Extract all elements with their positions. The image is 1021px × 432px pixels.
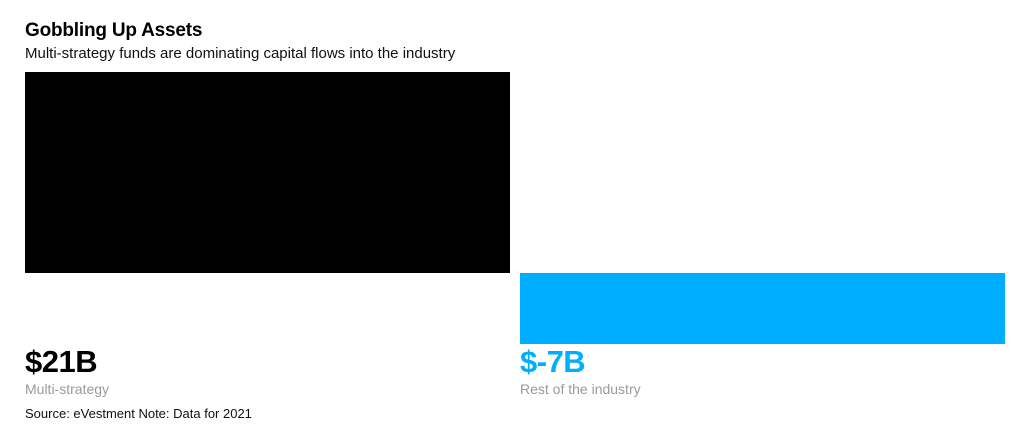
bar-rest-of-industry (520, 273, 1005, 344)
chart-title: Gobbling Up Assets (25, 20, 203, 41)
source-note: Source: eVestment Note: Data for 2021 (25, 406, 252, 421)
value-label-rest-of-industry: $-7B (520, 344, 586, 379)
chart-subtitle: Multi-strategy funds are dominating capi… (25, 45, 456, 62)
category-label-rest-of-industry: Rest of the industry (520, 381, 641, 397)
bar-multi-strategy (25, 72, 510, 273)
category-label-multi-strategy: Multi-strategy (25, 381, 110, 397)
value-label-multi-strategy: $21B (25, 344, 98, 379)
